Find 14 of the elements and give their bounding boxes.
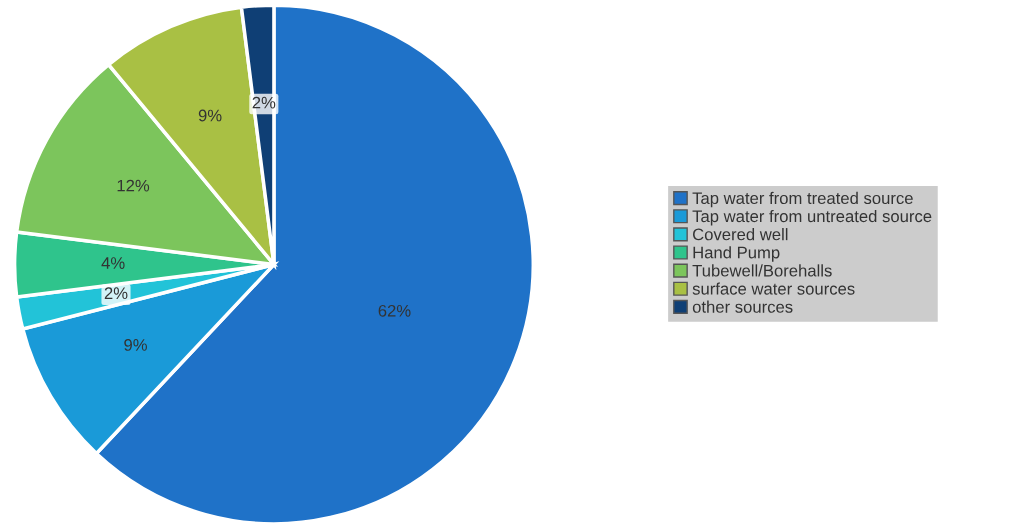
legend-label: surface water sources <box>692 282 855 295</box>
legend-label: other sources <box>692 300 793 313</box>
legend-label: Tubewell/Borehalls <box>692 264 832 277</box>
data-label: 9% <box>124 339 147 351</box>
data-label: 2% <box>252 96 276 109</box>
data-label: 12% <box>117 179 150 192</box>
legend-label: Tap water from untreated source <box>692 209 932 226</box>
legend-label: Tap water from treated source <box>692 191 913 208</box>
data-label: 62% <box>378 304 411 317</box>
legend-label: Hand Pump <box>693 246 780 262</box>
data-label: 2% <box>104 287 128 300</box>
data-label: 4% <box>101 257 125 269</box>
legend-label: Covered well <box>692 228 788 241</box>
data-label: 9% <box>198 109 222 122</box>
